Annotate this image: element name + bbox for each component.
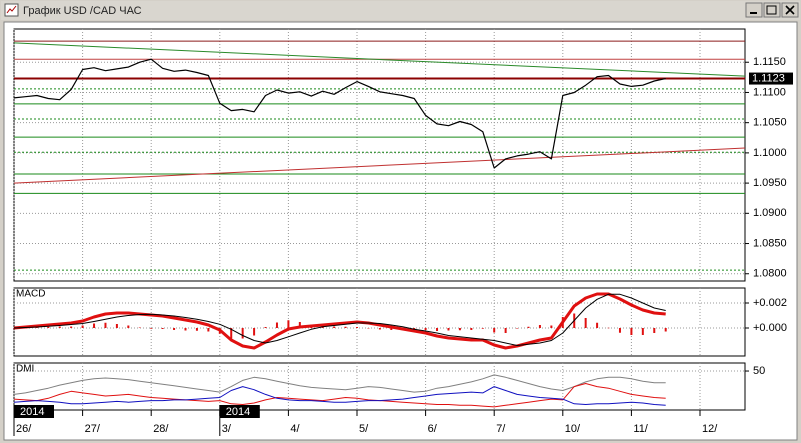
histogram-bar: [173, 328, 176, 330]
maximize-button[interactable]: [763, 2, 781, 18]
y-tick-label: 1.1150: [753, 56, 786, 68]
series-line: [13, 293, 666, 346]
histogram-bar: [47, 326, 50, 328]
histogram-bar: [333, 326, 336, 328]
histogram-bar: [161, 328, 164, 329]
series-line: [13, 58, 666, 169]
histogram-bar: [93, 323, 96, 328]
histogram-bar: [207, 328, 210, 332]
histogram-bar: [195, 328, 198, 331]
x-tick-label: 3/: [222, 423, 232, 435]
histogram-bar: [287, 320, 290, 328]
histogram-bar: [356, 327, 358, 328]
trend-line: [13, 147, 746, 184]
histogram-bar: [298, 322, 301, 328]
x-tick-label: 5/: [359, 423, 369, 435]
histogram-bar: [504, 328, 507, 333]
window-title: График USD /CAD ЧАС: [23, 5, 142, 17]
histogram-bar: [81, 325, 84, 328]
histogram-bar: [516, 328, 519, 329]
histogram-bar: [230, 328, 233, 339]
histogram-bar: [458, 328, 461, 331]
x-tick-label: 7/: [496, 423, 506, 435]
histogram-bar: [390, 328, 393, 330]
histogram-bar: [150, 328, 153, 329]
x-tick-label: 11/: [633, 423, 648, 435]
x-tick-label: 10/: [565, 423, 581, 435]
histogram-bar: [253, 328, 256, 336]
histogram-bar: [70, 326, 73, 328]
histogram-bar: [618, 328, 621, 333]
x-tick-label: 6/: [428, 423, 438, 435]
y-tick-label: 1.0850: [753, 237, 787, 249]
y-tick-label: 1.0900: [753, 207, 787, 219]
histogram-bar: [550, 325, 553, 328]
x-tick-label: 26/: [16, 423, 32, 435]
y-tick-label: 1.1000: [753, 147, 787, 159]
year-marker-box: [14, 405, 54, 418]
y-tick-label: 1.1050: [753, 117, 787, 129]
histogram-bar: [641, 328, 644, 335]
panel-frame: [13, 287, 746, 357]
year-marker-label: 2014: [226, 406, 250, 418]
trend-line: [13, 42, 746, 77]
y-tick-label: 50: [753, 365, 765, 377]
histogram-bar: [436, 328, 439, 331]
series-line: [13, 292, 666, 350]
histogram-bar: [184, 328, 187, 331]
close-glyph: [785, 5, 795, 15]
histogram-bar: [447, 328, 450, 331]
panel-title: MACD: [16, 289, 45, 300]
histogram-bar: [378, 328, 381, 330]
histogram-bar: [115, 324, 118, 328]
series-line: [13, 383, 666, 408]
year-marker-label: 2014: [20, 406, 44, 418]
histogram-bar: [127, 325, 130, 328]
histogram-bar: [596, 322, 599, 328]
histogram-bar: [104, 322, 107, 328]
histogram-bar: [607, 327, 610, 329]
histogram-bar: [664, 328, 667, 332]
last-price-box: [749, 72, 793, 85]
histogram-bar: [538, 325, 541, 328]
histogram-bar: [493, 328, 496, 333]
minimize-button[interactable]: [745, 2, 763, 18]
maximize-glyph: [766, 5, 777, 15]
last-price-label: 1.1123: [752, 72, 785, 84]
histogram-bar: [481, 328, 484, 329]
series-line: [13, 374, 666, 395]
histogram-bar: [367, 328, 370, 329]
year-marker-box: [219, 405, 260, 418]
panel-title: DMI: [16, 364, 34, 375]
window-buttons[interactable]: [745, 2, 799, 18]
histogram-bar: [275, 322, 278, 328]
y-tick-label: +0.000: [753, 322, 787, 334]
window-icon-glyph: [6, 5, 17, 14]
y-tick-label: 1.0950: [753, 177, 787, 189]
histogram-bar: [138, 327, 141, 328]
histogram-bar: [470, 328, 473, 330]
histogram-bar: [264, 327, 267, 328]
histogram-bar: [58, 326, 61, 328]
histogram-bar: [13, 328, 15, 329]
histogram-bar: [527, 326, 530, 328]
histogram-bar: [344, 326, 347, 328]
x-tick-label: 4/: [290, 423, 300, 435]
x-tick-label: 28/: [153, 423, 169, 435]
x-tick-label: 12/: [702, 423, 718, 435]
series-line: [13, 386, 666, 406]
histogram-bar: [584, 318, 587, 328]
title-bar: [1, 1, 800, 20]
x-tick-label: 27/: [85, 423, 101, 435]
y-tick-label: 1.1100: [753, 86, 786, 98]
histogram-bar: [241, 328, 244, 339]
histogram-bar: [424, 328, 427, 330]
y-tick-label: 1.0800: [753, 268, 787, 280]
histogram-bar: [630, 328, 633, 335]
y-tick-label: +0.002: [753, 297, 787, 309]
histogram-bar: [653, 328, 656, 333]
